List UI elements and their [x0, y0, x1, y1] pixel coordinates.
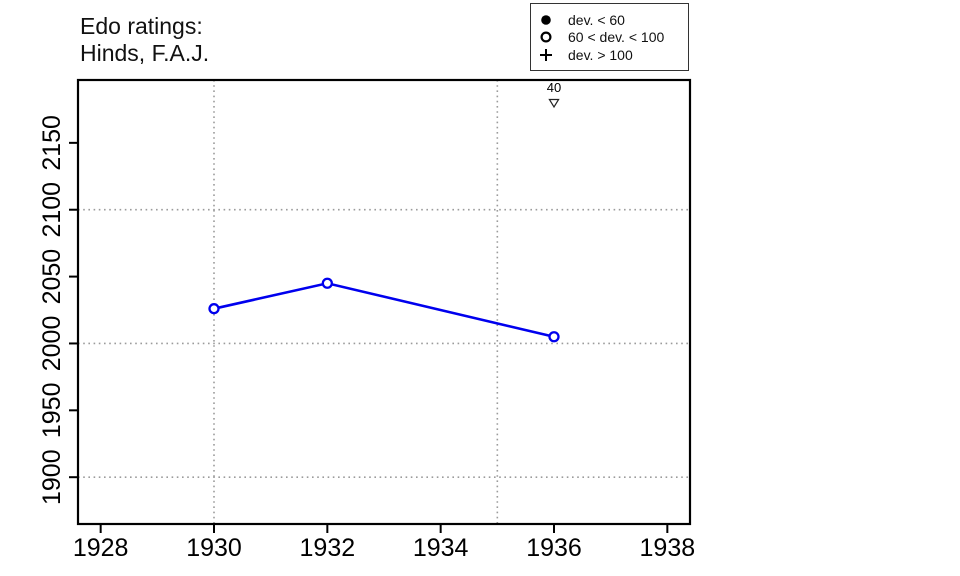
- y-tick-label: 2100: [38, 182, 66, 238]
- chart-title-line1: Edo ratings:: [80, 13, 203, 39]
- y-tick-label: 1900: [38, 449, 66, 505]
- x-tick-label: 1928: [73, 534, 129, 562]
- chart-title: Edo ratings: Hinds, F.A.J.: [80, 13, 209, 67]
- legend-item-dev-60-100: 60 < dev. < 100: [531, 28, 688, 46]
- data-point: [208, 303, 220, 315]
- annotation-label: 40: [547, 80, 561, 95]
- x-tick-label: 1938: [640, 534, 696, 562]
- y-tick-label: 1950: [38, 383, 66, 439]
- data-line: [213, 281, 555, 339]
- open-circle-icon: [540, 31, 552, 43]
- y-tick-label: 2000: [38, 316, 66, 372]
- plot-box: [76, 78, 692, 526]
- filled-circle-icon: [541, 14, 551, 25]
- plus-icon: [540, 48, 552, 61]
- annotation-triangle-icon: [548, 98, 560, 109]
- chart-title-line2: Hinds, F.A.J.: [80, 40, 210, 66]
- legend: dev. < 60 60 < dev. < 100 dev. > 100: [530, 3, 689, 71]
- legend-label: 60 < dev. < 100: [568, 29, 665, 45]
- x-tick-label: 1932: [300, 534, 356, 562]
- y-tick-label: 2050: [38, 249, 66, 305]
- legend-item-dev-gt-100: dev. > 100: [531, 46, 688, 64]
- x-tick-label: 1930: [186, 534, 242, 562]
- x-tick-label: 1934: [413, 534, 469, 562]
- x-tick-label: 1936: [526, 534, 582, 562]
- legend-item-dev-lt-60: dev. < 60: [531, 11, 688, 29]
- data-point: [548, 331, 560, 343]
- legend-label: dev. < 60: [568, 11, 625, 28]
- legend-label: dev. > 100: [568, 46, 633, 63]
- data-point: [321, 277, 333, 289]
- y-tick-label: 2150: [38, 115, 66, 171]
